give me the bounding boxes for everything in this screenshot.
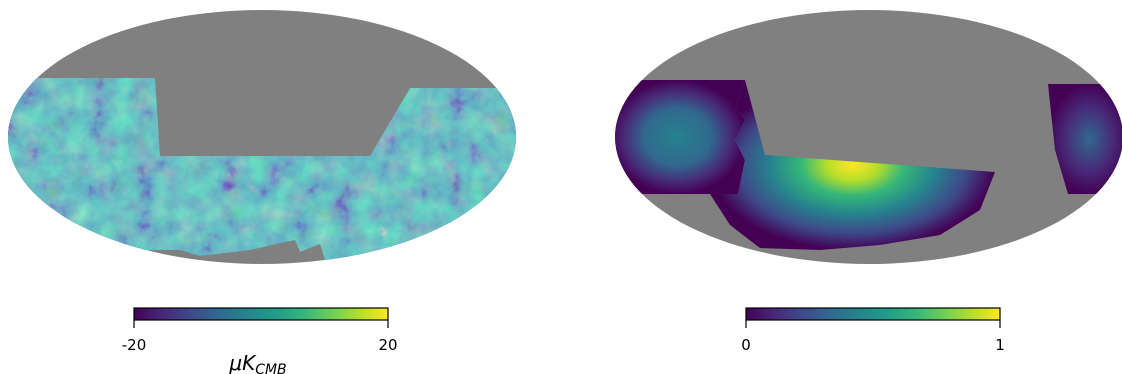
mask-right-lobe (1048, 84, 1122, 194)
unit-subscript: CMB (255, 362, 286, 374)
colorbar-gradient (745, 307, 1001, 321)
colorbar-right: 0 1 (741, 307, 1005, 354)
mask-left-lobe (615, 80, 745, 194)
colorbar-left: -20 20 μKCMB (122, 307, 398, 374)
colorbar-unit-label: μKCMB (228, 351, 286, 374)
unit-main: μK (228, 351, 257, 374)
smooth-mask-map (615, 10, 1122, 264)
colorbar-max-label: 20 (378, 336, 397, 354)
colorbar-min-label: 0 (741, 336, 751, 354)
cmb-temperature-map (8, 10, 516, 264)
mask-central-band (710, 80, 995, 250)
colorbar-gradient (133, 307, 389, 321)
colorbar-max-label: 1 (995, 336, 1005, 354)
colorbar-min-label: -20 (122, 336, 147, 354)
